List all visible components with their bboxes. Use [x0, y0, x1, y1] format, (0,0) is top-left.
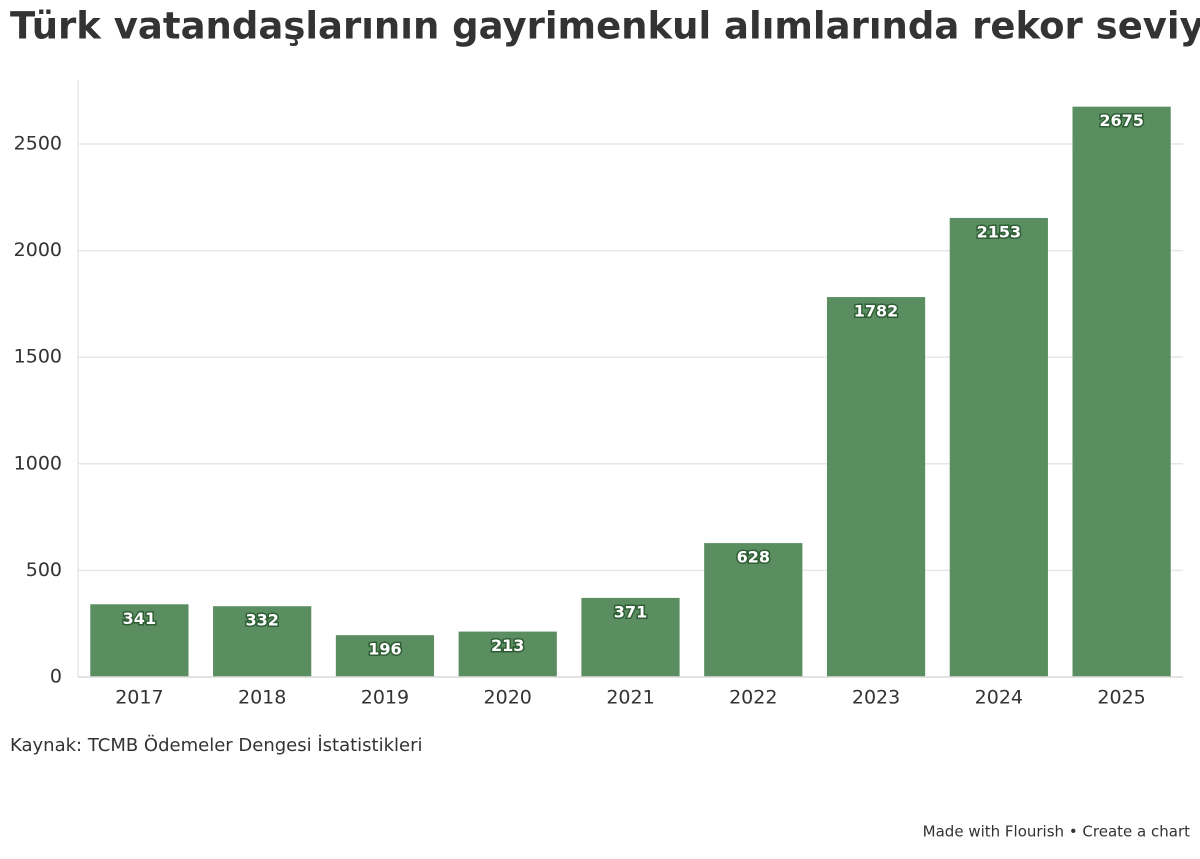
value-label: 628	[737, 548, 770, 567]
bar	[704, 543, 803, 677]
bar	[826, 297, 926, 677]
bar	[335, 635, 435, 677]
y-tick-label: 500	[26, 559, 62, 581]
bar	[949, 217, 1048, 677]
x-tick-label: 2018	[238, 687, 286, 709]
bar	[581, 597, 680, 677]
value-label: 1782	[854, 302, 899, 321]
value-label: 341	[123, 609, 156, 628]
x-tick-label: 2023	[852, 687, 900, 709]
y-tick-label: 2000	[14, 239, 62, 261]
value-label: 371	[614, 602, 647, 621]
value-label: 2675	[1099, 111, 1144, 130]
x-tick-label: 2017	[115, 687, 163, 709]
chart-title: Türk vatandaşlarının gayrimenkul alımlar…	[10, 5, 1200, 48]
x-tick-label: 2021	[606, 687, 654, 709]
y-tick-label: 1500	[14, 346, 62, 368]
bar	[1072, 106, 1171, 677]
value-label: 196	[368, 640, 401, 659]
x-tick-label: 2020	[484, 687, 532, 709]
footer-link[interactable]: Made with Flourish • Create a chart	[923, 823, 1190, 841]
x-tick-label: 2022	[729, 687, 777, 709]
x-tick-label: 2025	[1097, 687, 1145, 709]
value-label: 213	[491, 636, 524, 655]
y-tick-label: 1000	[14, 452, 62, 474]
x-tick-label: 2024	[975, 687, 1023, 709]
bar	[458, 631, 557, 677]
source: Kaynak: TCMB Ödemeler Dengesi İstatistik…	[10, 734, 423, 756]
value-label: 2153	[977, 222, 1022, 241]
bar	[90, 604, 189, 677]
value-label: 332	[245, 611, 278, 630]
y-tick-label: 2500	[14, 132, 62, 154]
y-tick-label: 0	[50, 666, 62, 688]
bar	[213, 606, 312, 677]
x-tick-label: 2019	[361, 687, 409, 709]
